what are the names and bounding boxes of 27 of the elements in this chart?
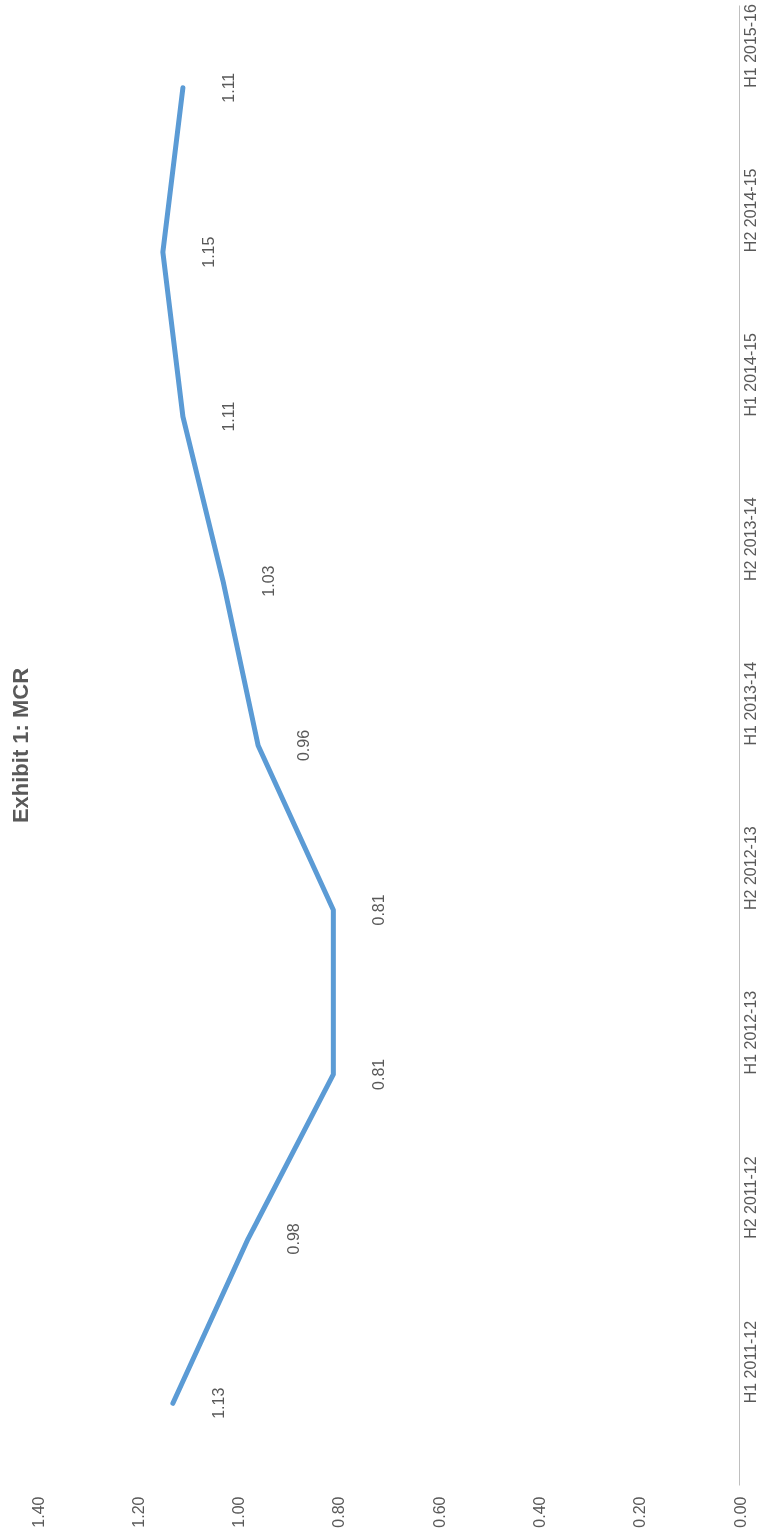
data-label: 1.03 <box>260 565 278 597</box>
x-tick-label: 0.00 <box>731 1496 749 1528</box>
text: Exhibit 1: MCR <box>7 667 33 824</box>
data-label: 1.13 <box>209 1387 227 1419</box>
data-label: 0.81 <box>370 1058 388 1090</box>
data-label: 1.11 <box>219 72 237 103</box>
data-label: 0.98 <box>285 1223 303 1255</box>
y-tick-label: H1 2015-16 <box>742 4 759 88</box>
x-tick-label: 0.80 <box>330 1496 348 1528</box>
data-label: 0.96 <box>295 729 313 762</box>
y-tick-label: H1 2011-12 <box>742 1320 759 1404</box>
y-tick-label: H2 2012-13 <box>742 826 759 910</box>
y-tick-label: H1 2013-14 <box>742 661 759 746</box>
x-tick-label: 1.40 <box>29 1496 47 1528</box>
x-tick-label: 0.20 <box>631 1496 649 1528</box>
data-label: 1.11 <box>219 401 237 432</box>
data-label: 1.15 <box>199 236 217 268</box>
x-tick-label: 1.20 <box>129 1496 147 1528</box>
y-tick-label: H2 2011-12 <box>742 1156 759 1239</box>
x-tick-label: 0.60 <box>430 1496 448 1528</box>
y-tick-label: H1 2012-13 <box>742 990 759 1075</box>
y-tick-label: H1 2014-15 <box>742 332 759 417</box>
x-tick-label: 1.00 <box>230 1496 248 1528</box>
y-tick-label: H2 2014-15 <box>742 168 759 253</box>
y-tick-label: H2 2013-14 <box>742 497 759 582</box>
x-tick-label: 0.40 <box>530 1496 548 1528</box>
data-label: 0.81 <box>370 894 388 926</box>
